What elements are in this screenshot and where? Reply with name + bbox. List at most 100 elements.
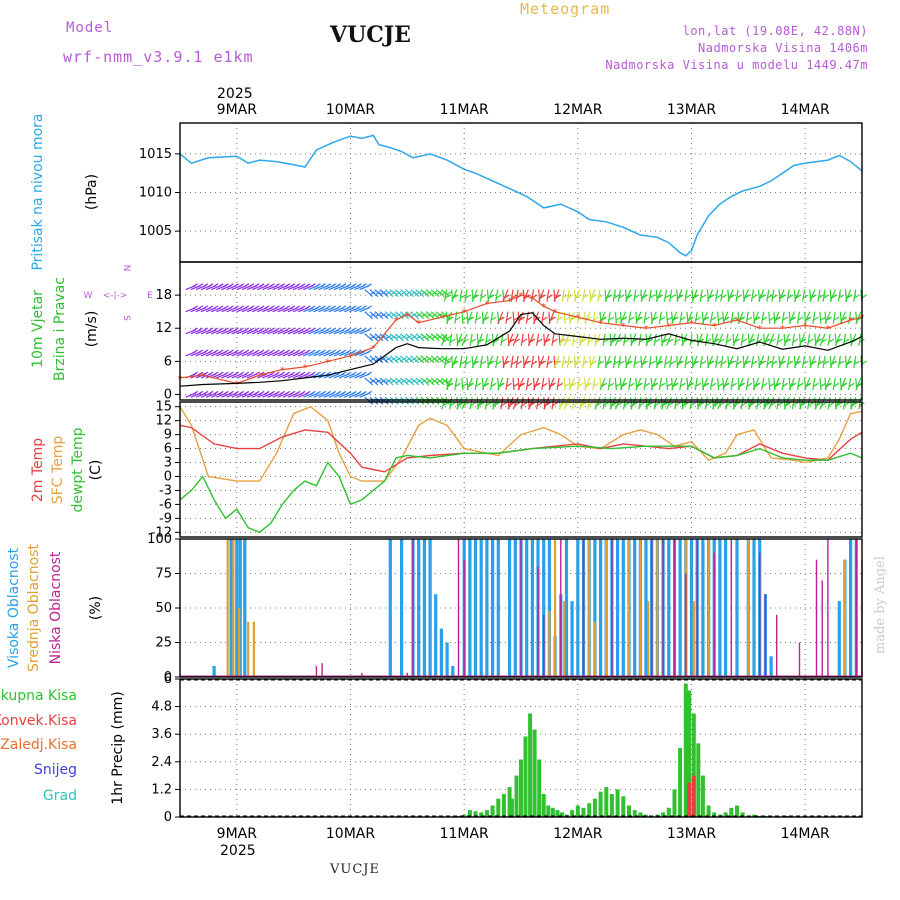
cloud-bar — [718, 539, 722, 677]
wind-barb-flag — [854, 294, 860, 299]
precip-bar — [537, 759, 542, 817]
cloud-bar — [252, 621, 255, 677]
cloud-bar — [564, 539, 569, 677]
wind-barb-flag — [217, 349, 224, 354]
wind-barb-flag — [294, 327, 301, 332]
wind-barb-flag — [493, 402, 500, 407]
wind-barb — [364, 311, 374, 320]
y-tick-label: 50 — [155, 601, 172, 616]
wind-barb-flag — [790, 316, 797, 321]
wind-barb-flag — [657, 294, 664, 299]
wind-barb-flag — [274, 390, 280, 395]
wind-barb-flag — [488, 360, 495, 365]
wind-barb — [781, 377, 785, 391]
wind-barb-flag — [202, 327, 209, 332]
wind-barb — [369, 333, 379, 342]
precip-bar — [509, 798, 514, 817]
wind-barb — [740, 333, 744, 346]
wind-barb — [786, 355, 790, 368]
wind-barb — [681, 333, 688, 346]
wind-barb — [435, 355, 445, 364]
wind-barb — [855, 377, 862, 391]
cloud-bar — [605, 539, 608, 677]
wind-barb-flag — [269, 390, 275, 395]
wind-barb — [609, 397, 616, 410]
wind-barb-flag — [565, 338, 572, 343]
wind-barb-flag — [350, 390, 357, 395]
wind-barb-flag — [664, 360, 671, 365]
wind-barb — [573, 289, 581, 302]
wind-barb — [753, 377, 760, 391]
wind-barb-flag — [458, 338, 464, 343]
wind-barb-flag — [552, 402, 558, 407]
wind-barb-flag — [705, 402, 712, 407]
wind-barb — [750, 289, 755, 302]
wind-barb-flag — [693, 360, 699, 365]
wind-barb-flag — [545, 338, 551, 343]
wind-barb-flag — [253, 327, 260, 332]
wind-barb-flag — [833, 382, 840, 387]
wind-barb — [379, 311, 389, 320]
wind-barb-flag — [734, 338, 740, 343]
cloud-bar — [238, 608, 241, 677]
wind-barb-flag — [258, 349, 265, 354]
wind-barb-flag — [269, 327, 275, 332]
gust-marker: * — [803, 321, 808, 332]
cloud-bar — [547, 539, 551, 677]
wind-barb — [607, 377, 611, 391]
wind-barb — [796, 377, 801, 391]
wind-barb — [389, 355, 399, 364]
cloud-bar — [616, 539, 620, 677]
wind-barb-flag — [843, 338, 850, 343]
bottom-x-tick-label: 11MAR — [440, 826, 489, 842]
precip-bar — [581, 807, 586, 817]
wind-barb-flag — [639, 402, 645, 407]
wind-barb-flag — [356, 305, 362, 310]
wind-barb-flag — [557, 316, 563, 321]
cloud-bar — [235, 539, 239, 677]
wind-barb-flag — [724, 316, 730, 321]
wind-axis-title-2: Brzina i Pravac — [52, 277, 68, 381]
wind-barb-flag — [644, 382, 650, 387]
wind-barb-flag — [294, 283, 301, 288]
cloud-bar — [554, 539, 557, 677]
wind-barb — [561, 355, 565, 368]
wind-barb-flag — [253, 305, 260, 310]
wind-barb-flag — [233, 283, 239, 288]
wind-barb-flag — [685, 294, 691, 299]
wind-barb-flag — [550, 382, 556, 387]
wind-barb-flag — [637, 382, 643, 387]
gust-marker: * — [780, 324, 785, 335]
gust-marker: * — [598, 319, 603, 330]
wind-barb-flag — [680, 316, 686, 321]
wind-barb-flag — [775, 382, 781, 387]
cloud-bar — [689, 539, 694, 677]
wind-barb-flag — [310, 305, 316, 310]
wind-barb-flag — [618, 294, 625, 299]
wind-barb — [587, 333, 591, 346]
y-tick-label: -9 — [159, 511, 172, 526]
wind-barb — [807, 397, 811, 410]
wind-barb — [735, 355, 739, 368]
wind-barb-flag — [233, 390, 239, 395]
wind-barb — [776, 333, 780, 346]
wind-barb — [502, 289, 509, 302]
wind-barb — [676, 289, 683, 302]
wind-barb — [832, 377, 836, 391]
cloud-bar — [747, 539, 750, 677]
wind-barb-flag — [536, 338, 543, 343]
wind-barb-flag — [545, 402, 551, 407]
wind-barb — [512, 333, 519, 346]
wind-barb — [799, 333, 806, 346]
wind-barb-flag — [310, 371, 316, 376]
wind-barb-flag — [304, 390, 311, 395]
wind-barb — [456, 333, 463, 346]
y-tick-label: -6 — [159, 497, 172, 512]
wind-barb-flag — [560, 402, 567, 407]
wind-barb-flag — [797, 316, 804, 321]
wind-barb-flag — [698, 402, 705, 407]
wind-barb — [558, 397, 565, 410]
wind-barb-flag — [460, 360, 466, 365]
wind-barb-flag — [299, 390, 306, 395]
wind-barb-flag — [493, 338, 500, 343]
